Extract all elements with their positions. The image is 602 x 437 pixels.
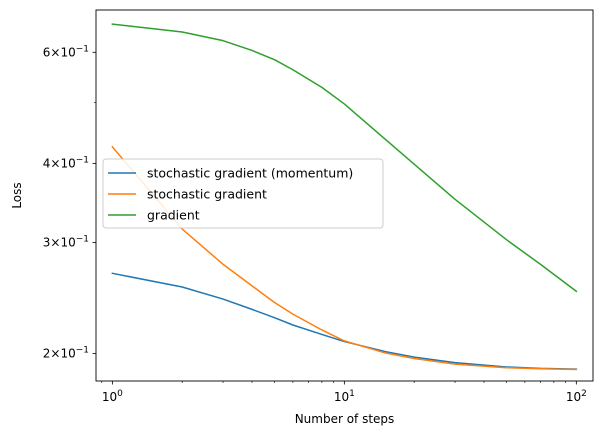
series-line-2 [111, 23, 578, 293]
y-tick-label: 6×10−1 [43, 44, 89, 59]
series-line-0 [111, 272, 578, 370]
legend-label-2: gradient [147, 208, 200, 223]
chart-marks [111, 23, 578, 371]
x-tick-label: 101 [334, 389, 355, 404]
x-tick-label: 102 [566, 389, 587, 404]
y-axis-ticks: 2×10−1 3×10−1 4×10−1 6×10−1 [43, 44, 96, 361]
legend-label-0: stochastic gradient (momentum) [147, 166, 353, 181]
x-axis-label: Number of steps [295, 412, 395, 426]
legend: stochastic gradient (momentum) stochastic… [102, 158, 384, 229]
y-tick-label: 2×10−1 [43, 346, 89, 361]
x-axis-ticks: 100 101 102 [101, 381, 587, 404]
legend-box [102, 158, 384, 229]
legend-label-1: stochastic gradient [147, 187, 267, 202]
y-tick-label: 3×10−1 [43, 234, 89, 249]
y-axis-label: Loss [10, 182, 24, 208]
x-tick-label: 100 [102, 389, 123, 404]
y-tick-label: 4×10−1 [43, 155, 89, 170]
series-line-1 [111, 145, 578, 371]
plot-frame [95, 9, 594, 382]
